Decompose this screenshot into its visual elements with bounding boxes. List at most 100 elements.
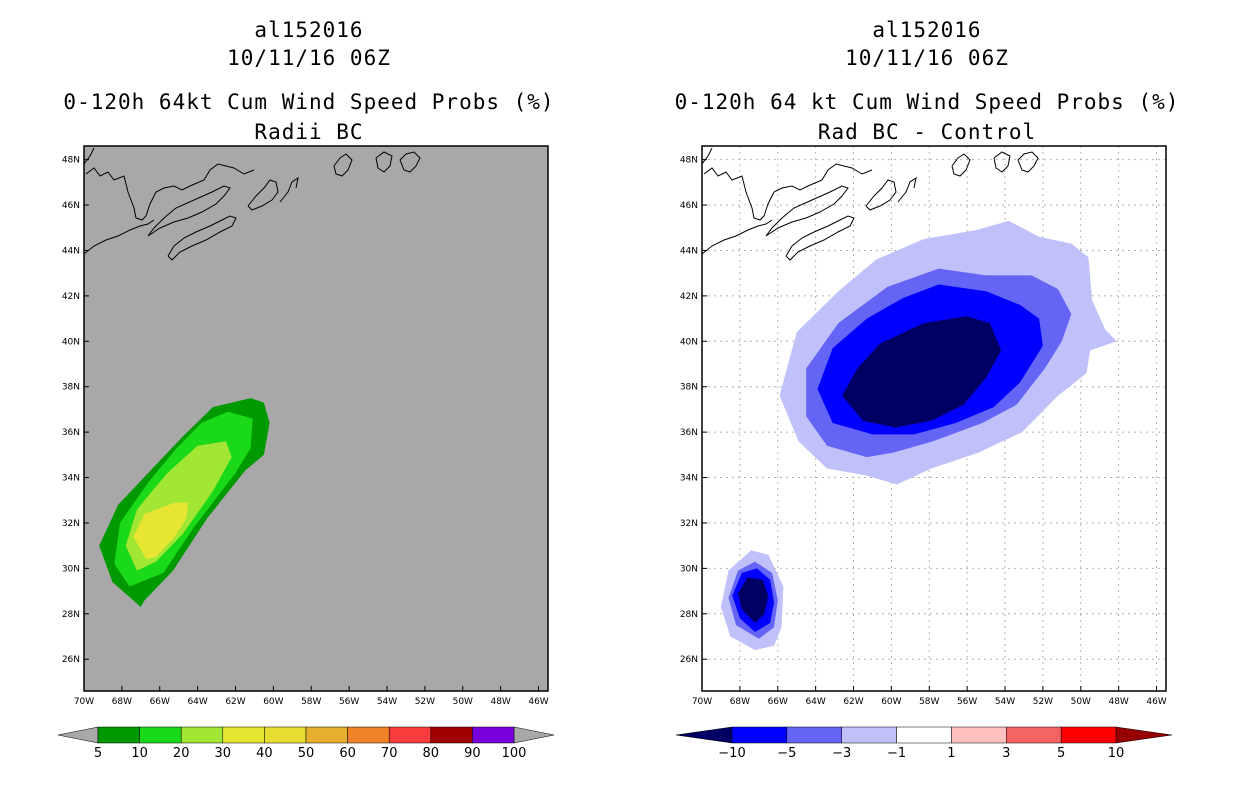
coastline-0 bbox=[702, 147, 713, 165]
colorbar-label-60: 60 bbox=[339, 746, 356, 761]
lat-label-32N: 32N bbox=[62, 519, 80, 529]
lat-label-44N: 44N bbox=[62, 246, 80, 256]
left-datetime: 10/11/16 06Z bbox=[227, 46, 391, 70]
lon-label-62W: 62W bbox=[225, 697, 245, 707]
lat-label-34N: 34N bbox=[62, 474, 80, 484]
coastline-7 bbox=[951, 153, 971, 177]
lon-label-58W: 58W bbox=[919, 697, 939, 707]
lon-label-48W: 48W bbox=[1108, 697, 1128, 707]
colorbar-swatch-0 bbox=[97, 726, 140, 744]
colorbar-swatch-4 bbox=[951, 726, 1007, 744]
coastline-8 bbox=[375, 151, 393, 173]
lat-label-48N: 48N bbox=[62, 156, 80, 166]
lat-label-36N: 36N bbox=[680, 428, 698, 438]
lon-label-62W: 62W bbox=[843, 697, 863, 707]
plot-background bbox=[84, 146, 548, 691]
lon-label-68W: 68W bbox=[112, 697, 132, 707]
colorbar-swatch-1 bbox=[786, 726, 842, 744]
left-panel: al152016 10/11/16 06Z 0-120h 64kt Cum Wi… bbox=[57, 18, 555, 761]
lon-label-66W: 66W bbox=[150, 697, 170, 707]
coastline-3 bbox=[765, 185, 849, 237]
lat-label-30N: 30N bbox=[680, 564, 698, 574]
colorbar-label-10: 10 bbox=[131, 746, 148, 761]
lat-label-42N: 42N bbox=[62, 292, 80, 302]
colorbar: 5 10 20 30 40 50 60 70 80 90 100 bbox=[57, 726, 555, 761]
colorbar-label-5: 5 bbox=[94, 746, 102, 761]
coastline-4 bbox=[167, 215, 237, 261]
plot-area bbox=[702, 146, 1166, 691]
lon-label-50W: 50W bbox=[453, 697, 473, 707]
lat-label-40N: 40N bbox=[680, 337, 698, 347]
plot-area bbox=[84, 147, 421, 607]
colorbar-label-10: 10 bbox=[1108, 746, 1125, 761]
coastline-7 bbox=[333, 153, 353, 177]
coastline-5 bbox=[247, 179, 279, 211]
lat-label-28N: 28N bbox=[62, 610, 80, 620]
colorbar-swatch-3 bbox=[896, 726, 952, 744]
colorbar-label-30: 30 bbox=[215, 746, 232, 761]
coastline-1 bbox=[703, 163, 873, 221]
lat-label-26N: 26N bbox=[62, 655, 80, 665]
colorbar-swatch-8 bbox=[430, 726, 473, 744]
colorbar-swatch-0 bbox=[731, 726, 788, 744]
coastline-4 bbox=[785, 215, 855, 261]
colorbar: −10 −5 −3 −1 1 3 5 10 bbox=[675, 726, 1173, 761]
colorbar-swatch-5 bbox=[305, 726, 348, 744]
plot-frame bbox=[701, 145, 1167, 692]
colorbar-label-neg5: −5 bbox=[777, 746, 796, 761]
lat-label-28N: 28N bbox=[680, 610, 698, 620]
colorbar-swatch-1 bbox=[139, 726, 182, 744]
colorbar-swatch-7 bbox=[388, 726, 432, 744]
lat-label-30N: 30N bbox=[62, 564, 80, 574]
lat-label-32N: 32N bbox=[680, 519, 698, 529]
lon-label-56W: 56W bbox=[957, 697, 977, 707]
coastline-9 bbox=[399, 151, 421, 173]
colorbar-swatch-6 bbox=[347, 726, 390, 744]
right-storm-id: al152016 bbox=[872, 18, 982, 42]
colorbar-label-neg3: −3 bbox=[832, 746, 851, 761]
contour-neg10-3 bbox=[842, 316, 1002, 428]
coastline-1 bbox=[85, 163, 255, 221]
colorbar-label-90: 90 bbox=[464, 746, 481, 761]
lat-label-36N: 36N bbox=[62, 428, 80, 438]
colorbar-high-arrow bbox=[1115, 726, 1173, 744]
lon-label-52W: 52W bbox=[415, 697, 435, 707]
colorbar-low-arrow bbox=[57, 726, 99, 744]
contour-30-3 bbox=[133, 502, 189, 560]
lat-label-26N: 26N bbox=[680, 655, 698, 665]
lon-label-64W: 64W bbox=[187, 697, 207, 707]
colorbar-label-3: 3 bbox=[1002, 746, 1010, 761]
lon-label-48W: 48W bbox=[490, 697, 510, 707]
coastline-6 bbox=[279, 176, 299, 203]
coastline-6 bbox=[897, 176, 917, 203]
lon-label-68W: 68W bbox=[730, 697, 750, 707]
lon-label-66W: 66W bbox=[768, 697, 788, 707]
colorbar-swatch-2 bbox=[841, 726, 897, 744]
colorbar-label-50: 50 bbox=[298, 746, 315, 761]
colorbar-label-80: 80 bbox=[423, 746, 440, 761]
colorbar-label-20: 20 bbox=[173, 746, 190, 761]
lat-label-38N: 38N bbox=[62, 383, 80, 393]
lat-label-48N: 48N bbox=[680, 156, 698, 166]
lon-label-52W: 52W bbox=[1033, 697, 1053, 707]
lat-label-34N: 34N bbox=[680, 474, 698, 484]
colorbar-swatch-9 bbox=[472, 726, 515, 744]
coastline-8 bbox=[993, 151, 1011, 173]
lon-label-50W: 50W bbox=[1071, 697, 1091, 707]
left-map-chart: 48N 46N 44N 42N 40N 38N 36N 34N 32N 30N 28N 26N 70W 6… bbox=[57, 145, 555, 761]
lat-label-46N: 46N bbox=[680, 201, 698, 211]
colorbar-label-40: 40 bbox=[256, 746, 273, 761]
lon-label-60W: 60W bbox=[881, 697, 901, 707]
right-chart-subtitle: Rad BC - Control bbox=[817, 120, 1037, 144]
colorbar-swatch-4 bbox=[264, 726, 307, 744]
lon-label-54W: 54W bbox=[377, 697, 397, 707]
lat-label-44N: 44N bbox=[680, 246, 698, 256]
left-storm-id: al152016 bbox=[254, 18, 364, 42]
colorbar-label-1: 1 bbox=[947, 746, 955, 761]
colorbar-low-arrow bbox=[675, 726, 733, 744]
coastline-0 bbox=[84, 147, 95, 165]
lon-label-56W: 56W bbox=[339, 697, 359, 707]
coastline-3 bbox=[147, 185, 231, 237]
colorbar-label-70: 70 bbox=[381, 746, 398, 761]
coastline-5 bbox=[865, 179, 897, 211]
